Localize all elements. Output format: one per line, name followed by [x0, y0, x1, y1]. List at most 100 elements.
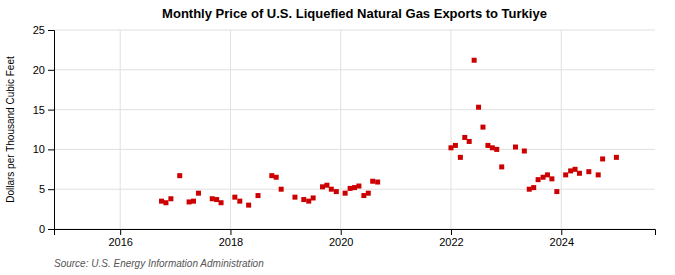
y-tick-mark — [48, 110, 54, 111]
point — [177, 173, 182, 178]
y-tick-label: 0 — [39, 223, 45, 235]
point — [356, 184, 361, 189]
y-axis: 0 5 10 15 20 25 — [33, 24, 55, 235]
point — [361, 193, 366, 198]
point — [541, 175, 546, 180]
x-axis: 2016 2018 2020 2022 2024 — [55, 229, 656, 248]
point — [274, 175, 279, 180]
y-tick-label: 25 — [33, 24, 45, 36]
point — [214, 197, 219, 202]
grid — [54, 30, 655, 229]
grid-line-y — [54, 69, 655, 70]
y-tick: 20 — [33, 64, 54, 76]
point — [269, 173, 274, 178]
point — [246, 203, 251, 208]
point — [256, 193, 261, 198]
point — [453, 143, 458, 148]
point — [334, 189, 339, 194]
y-tick: 10 — [33, 143, 54, 155]
point — [448, 145, 453, 150]
point — [196, 191, 201, 196]
y-tick-label: 15 — [33, 104, 45, 116]
point — [467, 139, 472, 144]
point — [513, 145, 518, 150]
x-tick: 2016 — [108, 229, 132, 248]
point — [563, 172, 568, 177]
x-tick-mark — [120, 229, 121, 235]
y-tick-mark — [48, 149, 54, 150]
grid-line-x — [340, 30, 341, 229]
grid-line-y — [54, 149, 655, 150]
point — [168, 196, 173, 201]
y-tick-mark — [48, 229, 54, 230]
point — [554, 189, 559, 194]
y-axis-title: Dollars per Thousand Cubic Feet — [5, 56, 16, 203]
y-tick: 15 — [33, 104, 54, 116]
point — [490, 145, 495, 150]
y-tick-label: 20 — [33, 64, 45, 76]
x-tick-mark — [341, 229, 342, 235]
grid-line-x — [561, 30, 562, 229]
grid-line-x — [450, 30, 451, 229]
x-tick-label: 2024 — [550, 236, 574, 248]
point — [210, 196, 215, 201]
y-tick: 5 — [39, 183, 54, 195]
point — [311, 195, 316, 200]
point — [320, 184, 325, 189]
y-tick: 25 — [33, 24, 54, 36]
point — [191, 199, 196, 204]
x-tick-mark — [230, 229, 231, 235]
point — [352, 185, 357, 190]
point — [480, 125, 485, 130]
grid-line-x — [120, 30, 121, 229]
point — [375, 180, 380, 185]
point — [527, 187, 532, 192]
point — [163, 200, 168, 205]
chart: 2016 2018 2020 2022 2024 0 5 10 15 20 25 Monthly Pr… — [0, 0, 675, 275]
point — [522, 148, 527, 153]
point — [614, 155, 619, 160]
point — [301, 197, 306, 202]
y-tick-mark — [48, 30, 54, 31]
point — [586, 169, 591, 174]
grid-line-y — [54, 109, 655, 110]
x-tick-mark — [451, 229, 452, 235]
point — [292, 195, 297, 200]
point — [458, 155, 463, 160]
point — [472, 58, 477, 63]
point — [324, 183, 329, 188]
x-tick-label: 2018 — [219, 236, 243, 248]
x-tick-label: 2016 — [108, 236, 132, 248]
point — [219, 200, 224, 205]
point — [370, 179, 375, 184]
point — [485, 143, 490, 148]
point — [232, 195, 237, 200]
point — [279, 187, 284, 192]
y-tick-mark — [48, 189, 54, 190]
point — [596, 172, 601, 177]
point — [545, 172, 550, 177]
point — [494, 147, 499, 152]
point — [573, 167, 578, 172]
title: Monthly Price of U.S. Liquefied Natural … — [162, 6, 547, 21]
point — [462, 135, 467, 140]
point — [366, 191, 371, 196]
x-tick-label: 2022 — [439, 236, 463, 248]
y-tick-label: 5 — [39, 183, 45, 195]
x-tick: 2022 — [439, 229, 463, 248]
x-tick-label: 2020 — [329, 236, 353, 248]
x-tick: 2020 — [329, 229, 353, 248]
point — [329, 187, 334, 192]
grid-line-x — [230, 30, 231, 229]
x-tick-mark — [561, 229, 562, 235]
y-tick-mark — [48, 70, 54, 71]
x-axis-line — [55, 230, 656, 236]
x-tick: 2018 — [219, 229, 243, 248]
point — [536, 177, 541, 182]
point — [476, 105, 481, 110]
x-tick: 2024 — [550, 229, 574, 248]
y-tick: 0 — [39, 223, 54, 235]
point — [187, 199, 192, 204]
point — [549, 176, 554, 181]
point — [499, 164, 504, 169]
